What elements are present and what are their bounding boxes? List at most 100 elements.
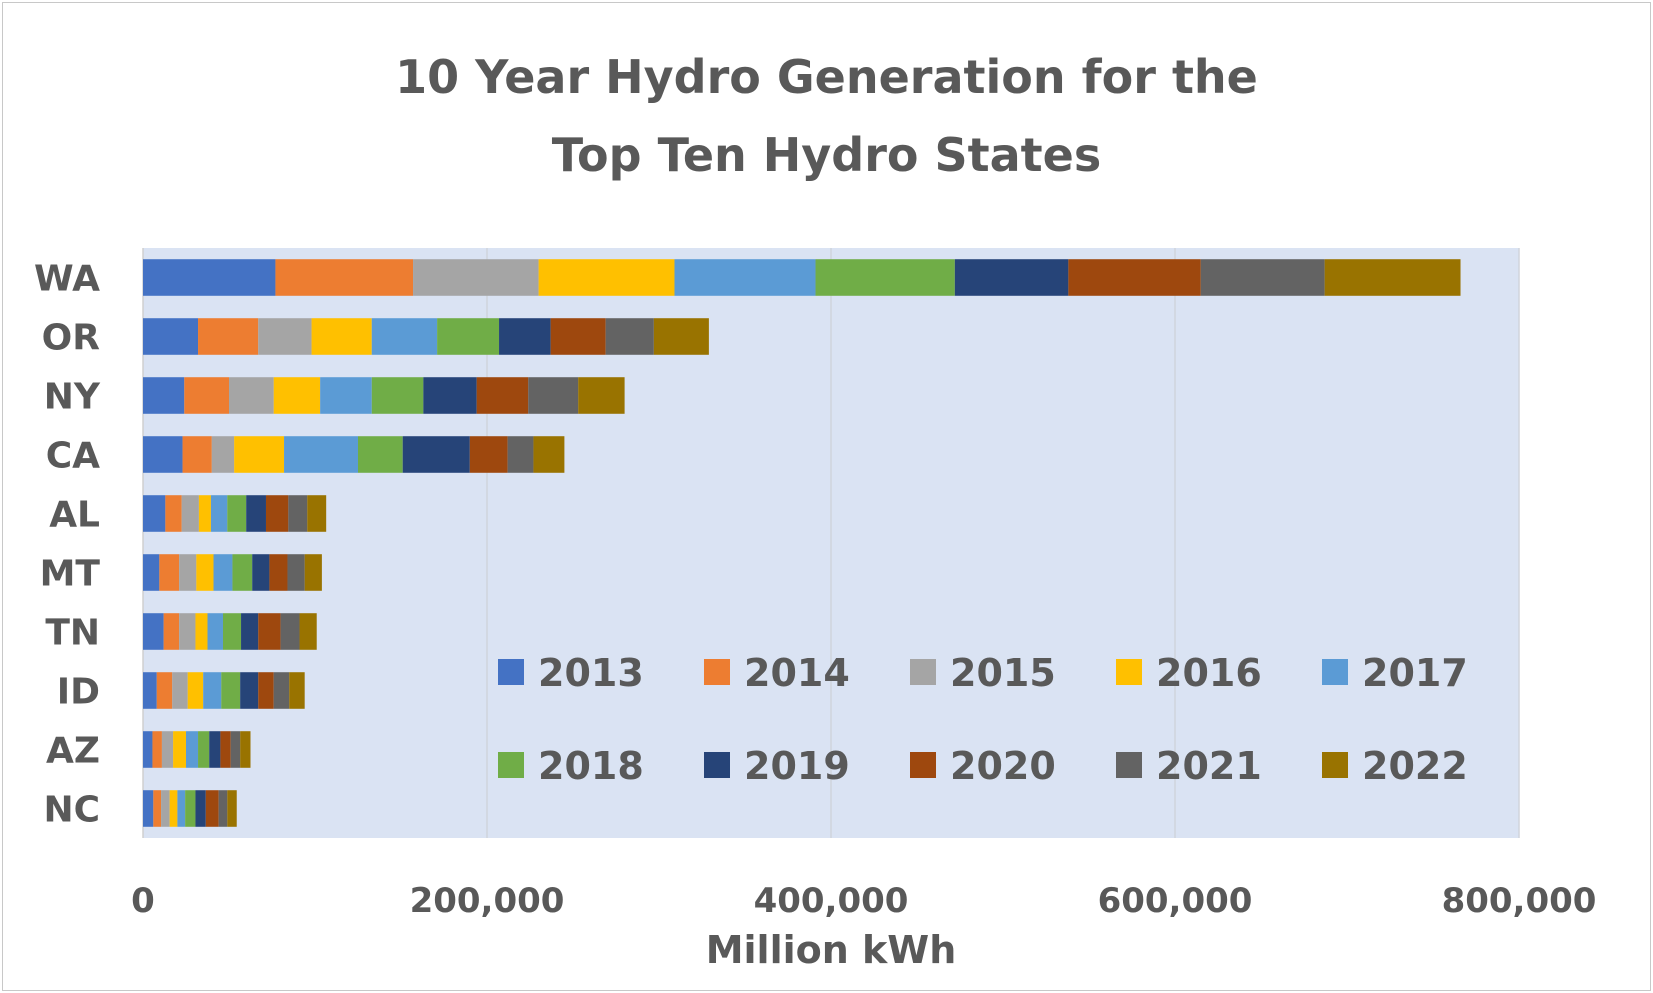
bar-NC-2021 — [218, 790, 228, 827]
bar-AL-2013 — [143, 495, 166, 532]
legend-swatch-2018 — [498, 752, 524, 778]
bar-OR-2013 — [143, 318, 199, 355]
legend-label-2017: 2017 — [1362, 651, 1468, 695]
bar-AL-2019 — [246, 495, 266, 532]
bar-MT-2017 — [213, 554, 233, 591]
bar-OR-2022 — [653, 318, 709, 355]
bar-TN-2020 — [258, 613, 281, 650]
bar-ID-2020 — [258, 672, 274, 709]
bar-AZ-2014 — [152, 731, 162, 768]
category-label-WA: WA — [34, 259, 100, 300]
category-label-NC: NC — [43, 790, 100, 831]
bar-OR-2019 — [499, 318, 551, 355]
bar-AZ-2018 — [198, 731, 210, 768]
bar-AL-2020 — [265, 495, 289, 532]
legend-label-2020: 2020 — [950, 744, 1056, 788]
x-tick-labels: 0 200,000 400,000 600,000 800,000 — [131, 881, 1596, 921]
x-axis-title: Million kWh — [705, 928, 957, 972]
bar-NY-2021 — [528, 377, 579, 414]
bar-ID-2021 — [273, 672, 290, 709]
legend-swatch-2019 — [704, 752, 730, 778]
x-tick-label-0: 0 — [131, 881, 155, 921]
bar-OR-2015 — [258, 318, 312, 355]
x-tick-label-400000: 400,000 — [754, 881, 909, 921]
bar-ID-2014 — [156, 672, 173, 709]
bar-WA-2014 — [275, 259, 414, 296]
category-label-AL: AL — [49, 495, 100, 536]
bar-CA-2018 — [358, 436, 403, 473]
bar-AL-2015 — [181, 495, 199, 532]
legend-item-2019: 2019 — [704, 744, 850, 788]
bar-NY-2020 — [476, 377, 529, 414]
bar-TN-2019 — [241, 613, 259, 650]
bar-WA-2013 — [143, 259, 276, 296]
legend-swatch-2013 — [498, 659, 524, 685]
bar-NY-2015 — [229, 377, 274, 414]
bar-WA-2021 — [1200, 259, 1325, 296]
legend-item-2020: 2020 — [910, 744, 1056, 788]
bar-OR-2017 — [371, 318, 438, 355]
category-label-AZ: AZ — [46, 731, 100, 772]
bar-ID-2015 — [172, 672, 188, 709]
bar-MT-2015 — [179, 554, 197, 591]
bar-AZ-2016 — [173, 731, 186, 768]
bar-MT-2014 — [159, 554, 180, 591]
bar-CA-2015 — [211, 436, 235, 473]
bar-NY-2014 — [184, 377, 229, 414]
bar-WA-2022 — [1324, 259, 1461, 296]
bar-CA-2020 — [469, 436, 508, 473]
bar-WA-2020 — [1068, 259, 1201, 296]
bar-CA-2019 — [402, 436, 470, 473]
bar-WA-2017 — [674, 259, 816, 296]
legend-item-2014: 2014 — [704, 651, 850, 695]
bar-MT-2020 — [269, 554, 288, 591]
legend-item-2021: 2021 — [1116, 744, 1262, 788]
bar-AZ-2013 — [143, 731, 153, 768]
bar-CA-2013 — [143, 436, 183, 473]
legend-label-2016: 2016 — [1156, 651, 1262, 695]
bar-ID-2013 — [143, 672, 157, 709]
chart-title-line-1: 10 Year Hydro Generation for the — [395, 50, 1258, 104]
legend-swatch-2016 — [1116, 659, 1142, 685]
bar-MT-2019 — [252, 554, 270, 591]
bar-NC-2014 — [153, 790, 162, 827]
bar-MT-2013 — [143, 554, 160, 591]
bar-OR-2016 — [311, 318, 372, 355]
bar-NC-2015 — [161, 790, 170, 827]
legend: 2013 2014 2015 2016 2017 2018 2019 2020 2021 2022 — [498, 651, 1468, 788]
bar-ID-2017 — [203, 672, 222, 709]
category-label-MT: MT — [40, 554, 101, 595]
bar-TN-2016 — [195, 613, 208, 650]
legend-label-2022: 2022 — [1362, 744, 1468, 788]
bar-OR-2018 — [437, 318, 500, 355]
legend-swatch-2020 — [910, 752, 936, 778]
bar-NC-2017 — [177, 790, 186, 827]
bar-AL-2017 — [210, 495, 228, 532]
category-label-TN: TN — [45, 613, 100, 654]
bar-NY-2018 — [371, 377, 424, 414]
legend-swatch-2017 — [1322, 659, 1348, 685]
category-label-ID: ID — [57, 672, 100, 713]
bar-NY-2013 — [143, 377, 185, 414]
legend-label-2021: 2021 — [1156, 744, 1262, 788]
bar-MT-2021 — [287, 554, 305, 591]
bar-MT-2018 — [232, 554, 253, 591]
bar-CA-2014 — [182, 436, 212, 473]
legend-item-2017: 2017 — [1322, 651, 1468, 695]
legend-label-2013: 2013 — [538, 651, 644, 695]
legend-swatch-2022 — [1322, 752, 1348, 778]
bar-TN-2014 — [163, 613, 180, 650]
legend-label-2014: 2014 — [744, 651, 850, 695]
bar-TN-2013 — [143, 613, 164, 650]
bar-NY-2019 — [423, 377, 477, 414]
category-label-NY: NY — [44, 377, 101, 418]
bar-ID-2019 — [240, 672, 259, 709]
bar-AZ-2020 — [220, 731, 231, 768]
category-labels: WA OR NY CA AL MT TN ID AZ NC — [34, 259, 101, 831]
bar-TN-2022 — [299, 613, 317, 650]
bar-MT-2022 — [304, 554, 322, 591]
bar-CA-2016 — [234, 436, 285, 473]
legend-label-2018: 2018 — [538, 744, 644, 788]
bar-NC-2013 — [143, 790, 154, 827]
